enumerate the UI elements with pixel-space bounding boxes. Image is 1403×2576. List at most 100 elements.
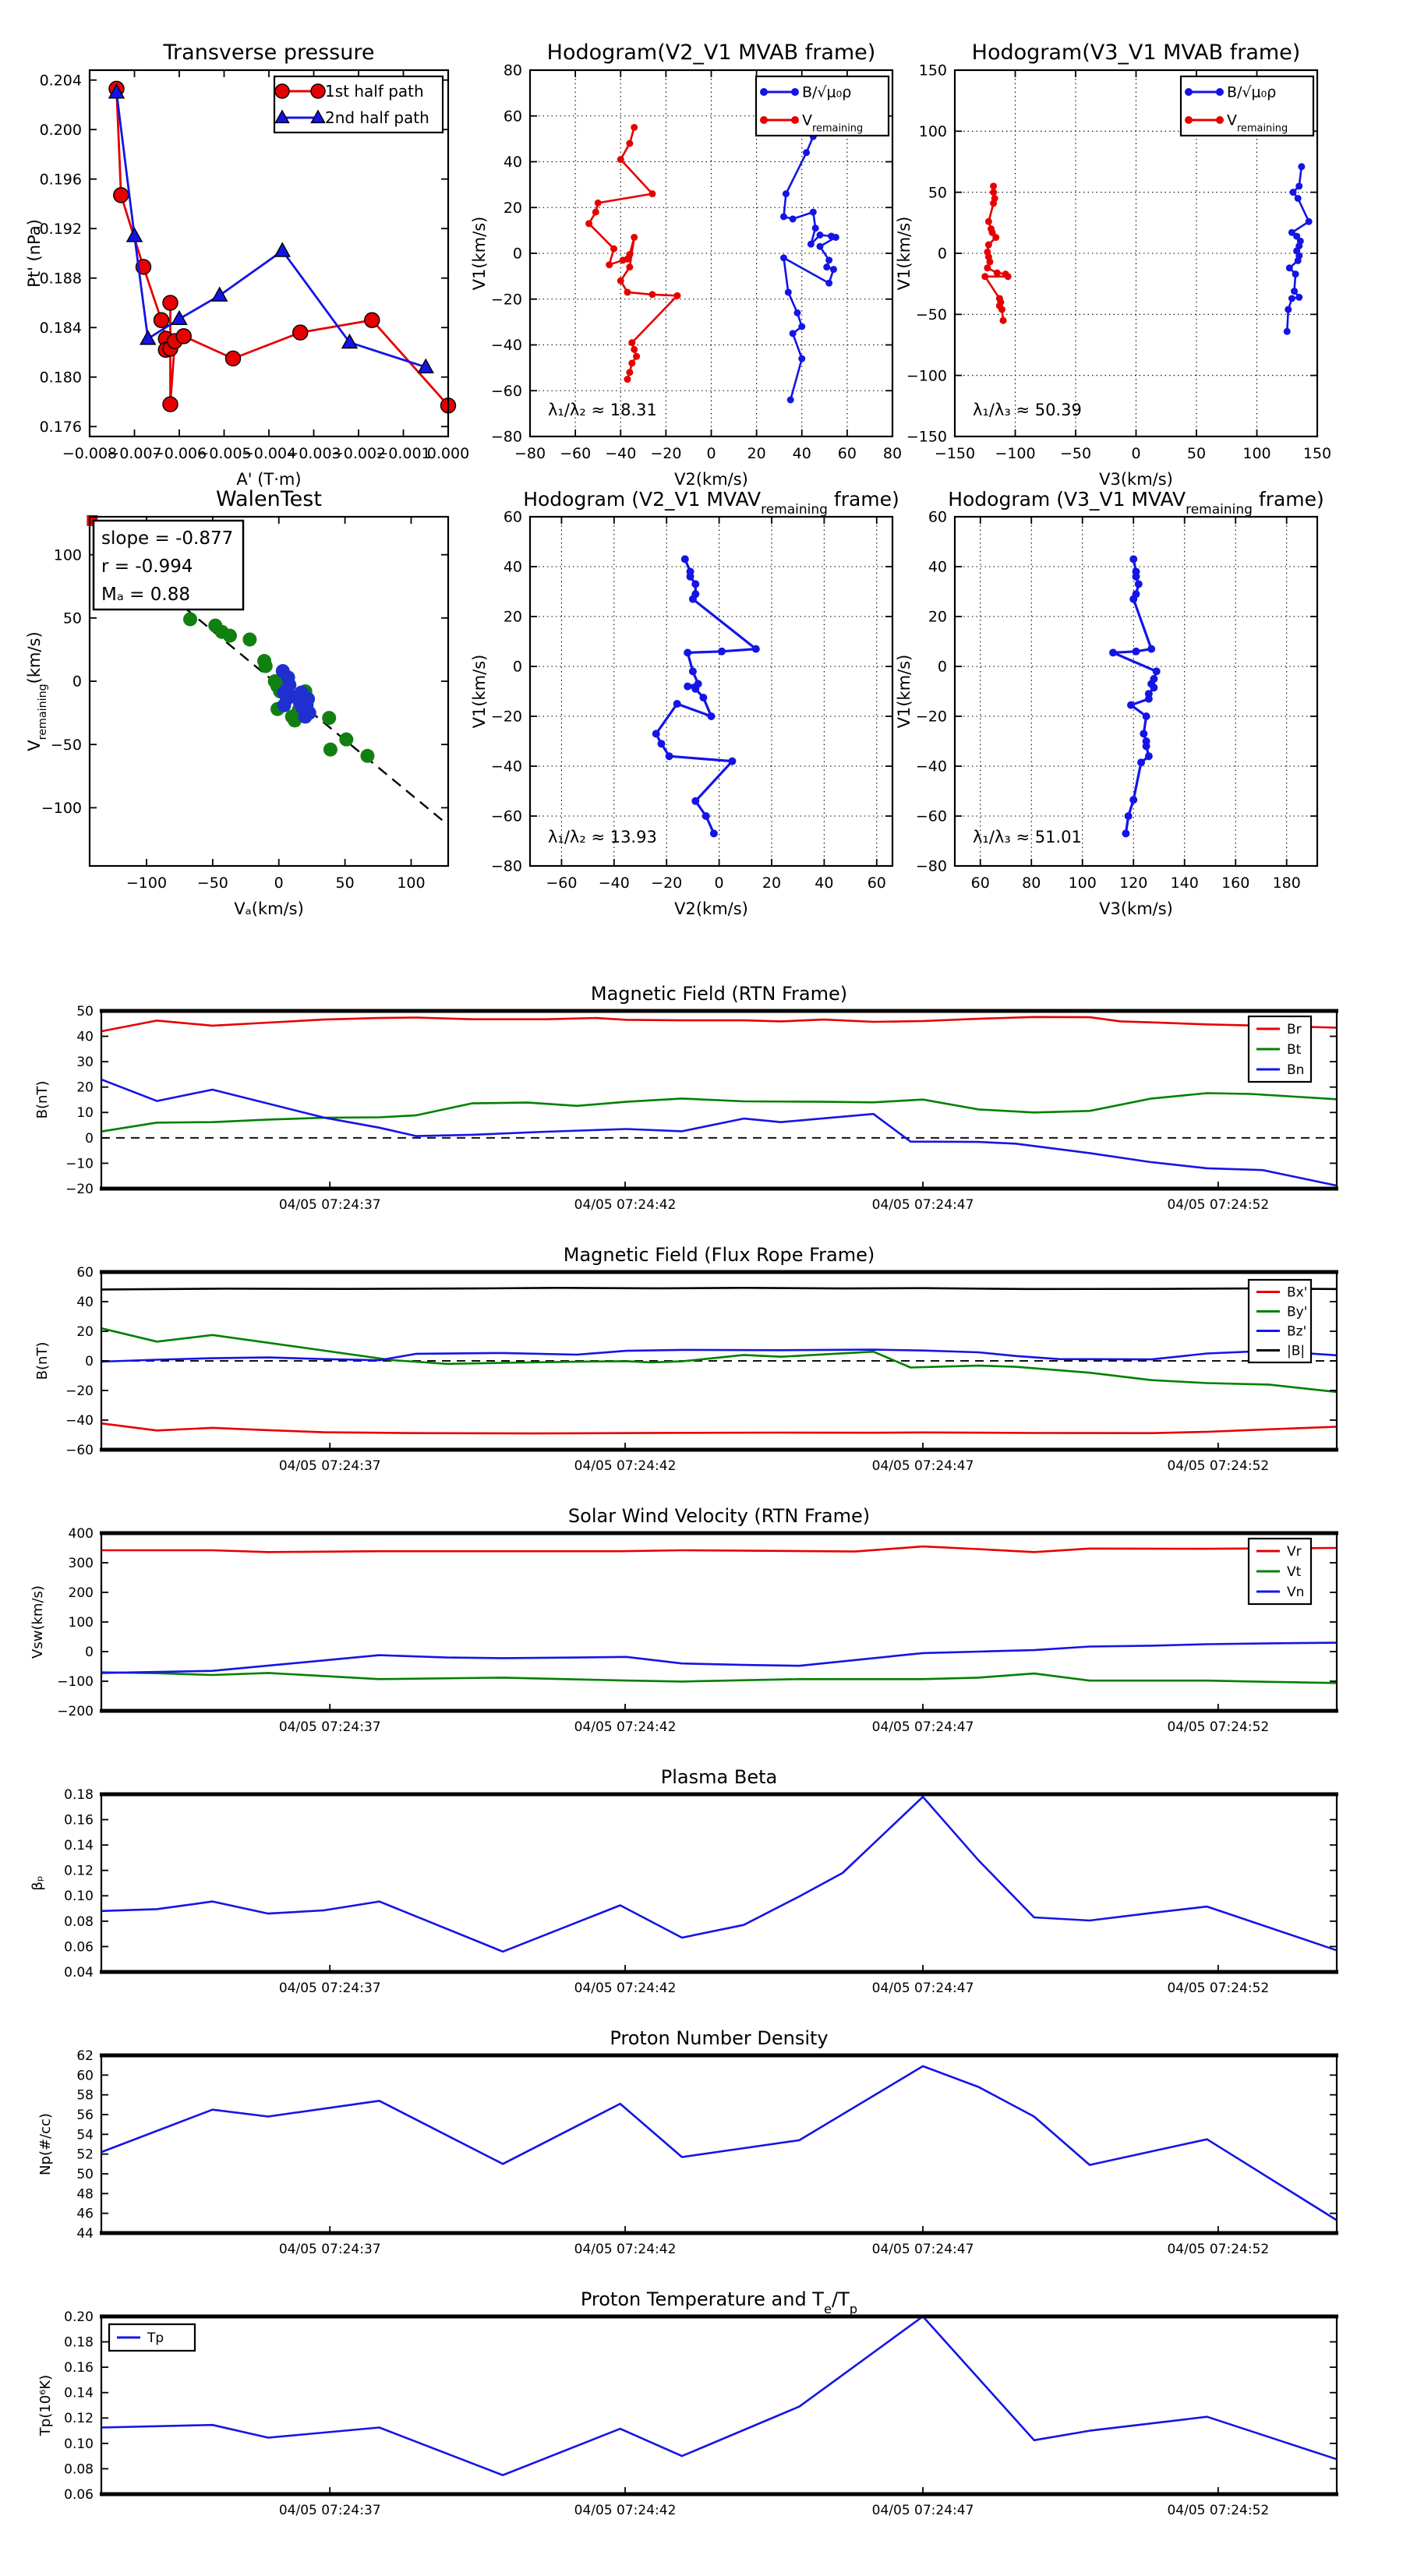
x-tick-label: −100 [995,445,1035,462]
dot-marker [631,233,638,241]
dot-marker [1109,648,1118,657]
dot-marker [183,612,198,627]
y-axis-label: B(nT) [34,1081,51,1119]
x-tick-label: 04/05 07:24:42 [574,2503,677,2518]
y-tick-label: 0.10 [64,1889,94,1904]
x-tick-label: 04/05 07:24:37 [279,2242,381,2257]
dot-marker [760,116,768,124]
dot-marker [1185,88,1193,96]
x-tick-label: −20 [650,445,681,462]
y-tick-label: −40 [916,758,947,776]
axes-frame [100,2054,1338,2235]
x-tick-label: 0 [274,875,284,892]
dot-marker [1124,812,1133,820]
dot-marker [1144,694,1153,703]
dot-marker [1142,712,1150,720]
dot-marker [339,732,354,747]
series-line-By' [101,1327,1338,1394]
dot-marker [793,309,801,316]
series-line-2nd half path [115,92,426,369]
legend-entry-B/√μ₀ρ: B/√μ₀ρ [802,84,851,101]
y-axis-label: V1(km/s) [895,655,914,729]
x-tick-label: 04/05 07:24:37 [279,1719,381,1735]
y-axis-label: Vsw(km/s) [30,1585,46,1659]
triangle-marker [274,242,291,257]
stats-line: Mₐ = 0.88 [101,585,190,605]
y-tick-label: 20 [76,1080,94,1096]
circle-marker [274,83,290,99]
dot-marker [1140,730,1148,738]
x-tick-label: 60 [971,875,990,892]
y-tick-label: 0.06 [64,1939,94,1955]
legend-entry-Br: Br [1287,1022,1302,1037]
dot-marker [707,712,716,720]
x-tick-label: 04/05 07:24:37 [279,1197,381,1213]
dot-marker [1129,555,1138,564]
x-tick-label: 04/05 07:24:47 [872,1197,974,1213]
dot-marker [990,182,998,190]
triangle-marker [310,109,326,124]
y-tick-label: −40 [491,337,522,354]
dot-marker [728,757,737,765]
dot-marker [628,339,636,347]
dot-marker [631,345,638,353]
y-tick-label: −100 [57,1674,94,1690]
y-tick-label: 0.16 [64,2360,94,2376]
x-tick-label: 04/05 07:24:52 [1167,1981,1269,1996]
y-tick-label: 300 [69,1556,94,1571]
y-axis-label: Tp(10⁶K) [37,2375,54,2436]
x-axis-label: V2(km/s) [674,899,748,918]
circle-marker [162,396,178,412]
panel-title-p6: Hodogram (V3_V1 MVAVremaining frame) [948,488,1324,518]
y-axis-label: Vremaining(km/s) [25,631,49,751]
legend-box [755,75,890,137]
y-tick-label: 40 [504,154,522,171]
dot-marker [825,279,833,287]
dot-marker [699,694,708,701]
dot-marker [811,224,819,232]
legend-entry-V~remaining~: Vremaining [1227,112,1288,135]
y-tick-label: 0 [85,1354,94,1369]
y-tick-label: 62 [76,2048,94,2064]
dot-marker [673,700,681,708]
dot-marker [691,684,700,693]
dot-marker [984,241,992,249]
dot-marker [829,266,837,274]
x-tick-label: −60 [560,445,591,462]
x-tick-label: −0.002 [331,445,386,462]
y-tick-label: 0.18 [64,2335,94,2351]
dot-marker [585,220,593,228]
x-tick-label: 04/05 07:24:42 [574,2242,677,2257]
dot-marker [686,572,694,581]
panel-title-p8: Magnetic Field (Flux Rope Frame) [564,1244,875,1266]
y-tick-label: −20 [65,1383,94,1399]
dot-marker [807,240,815,248]
dot-marker [631,123,638,131]
y-tick-label: −60 [491,808,522,825]
dot-marker [1288,295,1295,302]
dot-marker [360,748,375,763]
y-tick-label: 48 [76,2186,94,2202]
dot-marker [751,645,760,653]
x-tick-label: −50 [197,875,228,892]
x-tick-label: 20 [762,875,781,892]
x-tick-label: −0.001 [376,445,430,462]
y-tick-label: 10 [76,1105,94,1121]
x-tick-label: −60 [546,875,577,892]
x-tick-label: −150 [935,445,975,462]
x-tick-label: 40 [793,445,811,462]
dot-marker [1004,273,1012,281]
y-tick-label: 60 [76,1265,94,1281]
x-axis-label: V3(km/s) [1099,470,1173,489]
dot-marker [684,648,692,657]
dot-marker [222,628,237,643]
series-line-Br [101,1016,1338,1033]
y-axis-label: Np(#/cc) [37,2113,54,2175]
dot-marker [1142,742,1150,751]
y-tick-label: 0 [513,246,522,263]
circle-marker [162,295,178,311]
y-axis-label: Pt' (nPa) [25,219,44,288]
y-tick-label: 0 [513,659,522,676]
circle-marker [153,312,170,328]
